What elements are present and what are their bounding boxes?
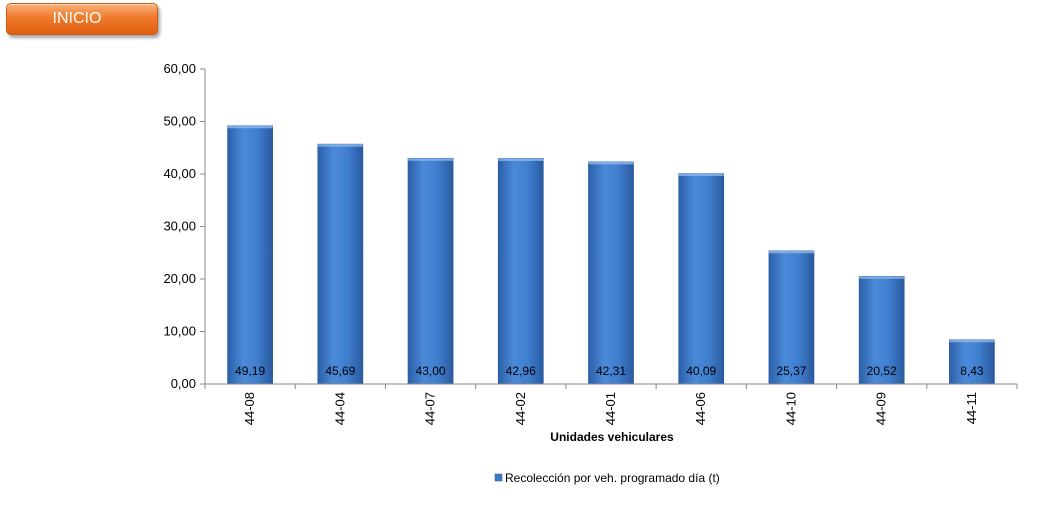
bars: 49,19 45,69 43,00 42,96 42,31 40,09 25,37 20,52… [227,125,995,385]
inicio-button[interactable]: INICIO [6,3,158,35]
y-tick-label: 60,00 [163,61,196,76]
x-tick-label: 44-02 [513,392,528,425]
y-tick-label: 10,00 [163,324,196,339]
bar-44-08 [227,125,273,385]
bar-44-07 [407,157,454,385]
x-tick-label: 44-01 [603,392,618,425]
bar-value-label: 20,52 [867,364,897,378]
legend: Recolección por veh. programado día (t) [494,471,720,485]
x-tick-label: 44-09 [874,392,889,425]
bar-44-09 [858,275,905,385]
bar-top-highlight [768,250,814,254]
bar-44-11 [949,339,995,385]
bar-top-highlight [498,158,544,161]
y-tick-label: 20,00 [163,271,196,286]
bar-value-label: 40,09 [686,364,716,378]
y-tick-label: 30,00 [163,219,196,234]
x-axis: 44-08 44-04 44-07 44-02 44-01 44-06 44-10 44-09… [204,383,1018,425]
y-tick-label: 50,00 [163,114,196,129]
bar-value-label: 42,96 [506,364,536,378]
legend-swatch [494,473,503,482]
x-axis-title: Unidades vehiculares [550,430,674,444]
bar-44-02 [497,158,544,385]
bar-44-04 [317,143,364,385]
bar-value-label: 43,00 [416,364,446,378]
bar-top-highlight [588,161,634,165]
x-tick-label: 44-07 [423,392,438,425]
bar-top-highlight [227,125,273,129]
x-tick-label: 44-08 [242,392,257,425]
x-tick-label: 44-06 [693,392,708,425]
bar-top-highlight [317,144,363,147]
y-axis: 0,00 10,00 20,00 30,00 40,00 50,00 60,00 [163,61,206,391]
x-tick-label: 44-11 [964,392,979,424]
y-tick-label: 40,00 [163,166,196,181]
x-tick-label: 44-04 [332,392,347,425]
bar-value-label: 8,43 [960,364,984,378]
bar-value-label: 49,19 [235,364,265,378]
bar-value-label: 25,37 [776,364,806,378]
bar-top-highlight [678,173,724,177]
bar-top-highlight [859,276,905,279]
bar-44-10 [768,250,815,385]
bar-44-01 [588,161,634,385]
bar-value-label: 45,69 [325,364,355,378]
y-tick-label: 0,00 [171,376,196,391]
bar-top-highlight [408,158,454,161]
legend-label: Recolección por veh. programado día (t) [505,471,720,485]
bar-value-label: 42,31 [596,364,626,378]
x-tick-label: 44-10 [783,392,798,425]
bar-top-highlight [949,339,995,343]
bar-44-06 [678,173,725,385]
